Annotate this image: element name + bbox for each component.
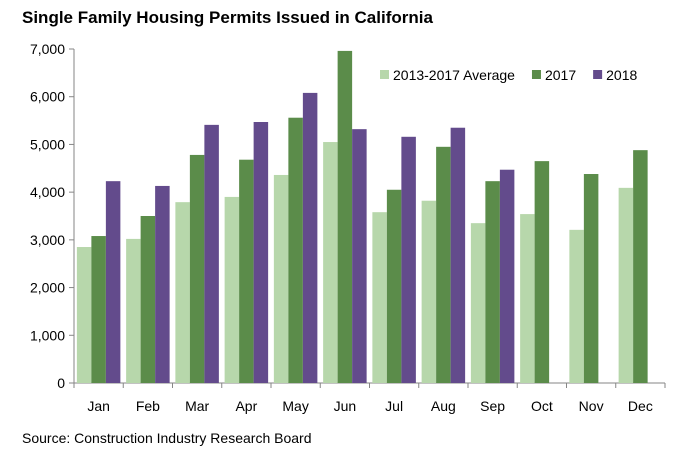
bar-2018-apr — [253, 122, 269, 383]
x-tick-label: Dec — [628, 398, 653, 414]
x-tick-label: Sep — [480, 398, 505, 414]
bar-2017-aug — [436, 146, 451, 383]
bar-2018-jan — [105, 181, 121, 383]
x-tick-label: Jul — [385, 398, 403, 414]
x-tick-label: Feb — [136, 398, 160, 414]
bar-2013-2017-average-jan — [76, 247, 92, 383]
bar-2013-2017-average-feb — [126, 238, 141, 383]
bar-2017-mar — [189, 154, 205, 383]
x-tick-label: Apr — [235, 398, 257, 414]
bar-2013-2017-average-may — [273, 174, 289, 383]
bar-2017-sep — [485, 181, 500, 383]
bar-2018-feb — [155, 185, 170, 383]
bar-2017-jun — [337, 50, 353, 384]
legend-label: 2018 — [606, 67, 637, 83]
y-tick-label: 7,000 — [30, 41, 65, 57]
bar-2017-jul — [386, 189, 402, 383]
bar-2018-jul — [401, 136, 416, 383]
bar-2013-2017-average-sep — [470, 223, 486, 383]
x-tick-label: Aug — [431, 398, 456, 414]
x-tick-label: Oct — [531, 398, 553, 414]
bar-2018-may — [302, 92, 318, 383]
bar-2018-sep — [499, 169, 515, 383]
source-note: Source: Construction Industry Research B… — [22, 430, 312, 446]
x-tick-label: Jun — [334, 398, 357, 414]
y-tick-label: 3,000 — [30, 232, 65, 248]
y-tick-label: 5,000 — [30, 136, 65, 152]
legend-swatch — [531, 70, 541, 79]
bar-2018-aug — [450, 127, 466, 383]
bar-2018-mar — [204, 124, 219, 383]
y-tick-label: 0 — [57, 375, 65, 391]
y-tick-label: 1,000 — [30, 327, 65, 343]
bar-2013-2017-average-jul — [372, 212, 387, 383]
bar-2013-2017-average-nov — [569, 229, 584, 383]
x-tick-label: Mar — [185, 398, 209, 414]
bar-2013-2017-average-oct — [520, 214, 535, 383]
bar-2013-2017-average-mar — [175, 202, 190, 383]
y-tick-label: 2,000 — [30, 280, 65, 296]
legend-swatch — [380, 70, 389, 79]
bar-2017-nov — [583, 174, 599, 383]
bar-2017-may — [288, 117, 303, 384]
bar-2013-2017-average-apr — [224, 196, 240, 383]
bar-2013-2017-average-aug — [421, 200, 437, 383]
bar-2017-feb — [140, 216, 156, 383]
x-tick-label: Jan — [87, 398, 110, 414]
bar-2017-dec — [633, 150, 648, 383]
bar-2017-apr — [239, 159, 254, 383]
bar-2018-jun — [352, 129, 367, 383]
legend-label: 2013-2017 Average — [393, 67, 515, 83]
bar-2013-2017-average-dec — [618, 187, 634, 383]
legend-swatch — [593, 70, 603, 79]
y-tick-label: 4,000 — [30, 184, 65, 200]
x-tick-label: Nov — [579, 398, 604, 414]
chart-title: Single Family Housing Permits Issued in … — [22, 8, 433, 27]
bar-2017-oct — [534, 161, 550, 383]
legend-label: 2017 — [545, 67, 576, 83]
x-tick-label: May — [282, 398, 308, 414]
bar-2017-jan — [91, 236, 106, 383]
bar-2013-2017-average-jun — [323, 142, 338, 383]
y-tick-label: 6,000 — [30, 89, 65, 105]
